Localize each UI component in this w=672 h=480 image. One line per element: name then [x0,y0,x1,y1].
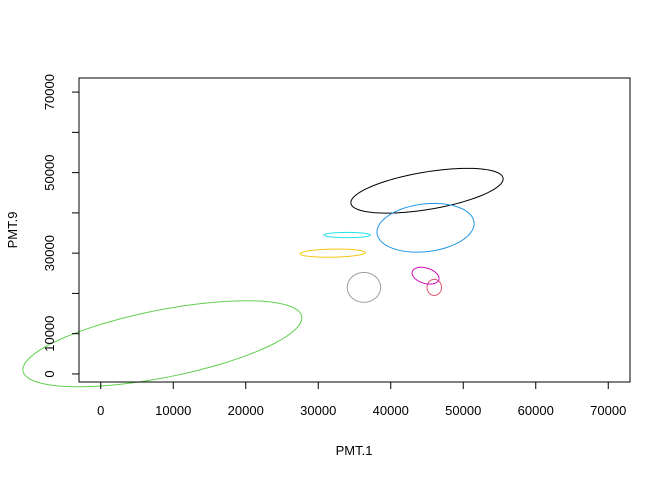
y-tick-label: 30000 [42,235,57,271]
ellipse-2 [376,202,475,253]
y-tick-label: 10000 [42,316,57,352]
ellipse-8 [22,300,303,388]
y-tick-label: 50000 [42,155,57,191]
ellipse-5 [346,271,382,303]
x-tick-label: 70000 [590,403,626,418]
y-tick-label: 0 [42,370,57,377]
x-axis: 0 10000 20000 30000 40000 50000 60000 70000 [97,381,626,418]
x-tick-label: 40000 [373,403,409,418]
ellipse-6 [426,278,442,296]
x-tick-label: 10000 [155,403,191,418]
plot-frame [78,77,631,383]
x-axis-title: PMT.1 [336,443,373,458]
x-tick-label: 30000 [300,403,336,418]
y-axis: 0 10000 30000 50000 70000 [42,74,80,378]
x-tick-label: 0 [97,403,104,418]
x-tick-label: 20000 [228,403,264,418]
ellipse-3 [323,231,371,239]
ellipse-1 [350,167,504,214]
ellipse-layer [22,167,504,388]
ellipse-4 [299,248,366,258]
y-axis-title: PMT.9 [5,212,20,249]
x-tick-label: 50000 [445,403,481,418]
x-tick-label: 60000 [518,403,554,418]
ellipse-7 [411,266,440,285]
y-tick-label: 70000 [42,74,57,110]
